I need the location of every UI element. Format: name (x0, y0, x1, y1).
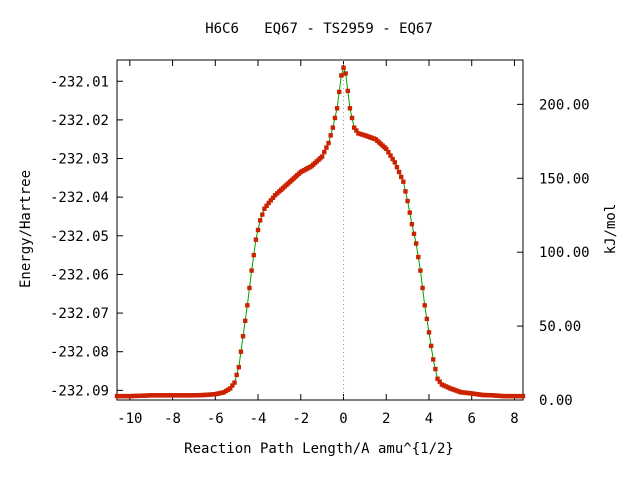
data-point (422, 303, 427, 308)
y-tick-label: -232.03 (50, 152, 109, 168)
data-point (433, 366, 438, 372)
data-point (351, 125, 357, 130)
data-point (399, 174, 404, 180)
x-tick-label: -10 (117, 411, 142, 427)
y-tick-label: -232.07 (50, 306, 109, 322)
data-point (420, 285, 425, 291)
x-tick-label: -8 (164, 411, 181, 427)
data-point (334, 106, 340, 111)
data-point (394, 165, 400, 170)
data-point (403, 189, 408, 194)
x-tick-label: 4 (425, 411, 433, 427)
data-point (347, 106, 353, 111)
data-point (247, 285, 252, 291)
x-tick-label: 2 (382, 411, 390, 427)
data-point (392, 160, 397, 165)
data-point (245, 303, 250, 308)
chart-title: H6C6 EQ67 - TS2959 - EQ67 (205, 21, 433, 37)
data-point (268, 198, 274, 203)
data-point (396, 169, 402, 175)
data-point (238, 349, 244, 354)
data-point (255, 227, 261, 233)
data-point (416, 254, 421, 260)
data-point (234, 372, 239, 378)
axes-group: -10 -8 -6 -4 -2 0 2 4 6 8 -232.09 -232.08 -232.07 -23… (50, 59, 590, 427)
data-point (257, 218, 263, 223)
data-point (390, 156, 395, 162)
y-tick-label: -232.06 (50, 267, 109, 283)
data-point (431, 357, 436, 362)
data-point (424, 316, 430, 322)
data-point (266, 200, 271, 206)
y-axis-label: Energy/Hartree (18, 170, 34, 288)
y-tick-label: -232.05 (50, 229, 109, 245)
data-point (435, 376, 440, 381)
plot-frame (116, 59, 524, 401)
data-point (345, 88, 350, 94)
y-tick-label: -232.09 (50, 383, 109, 399)
data-point (386, 150, 391, 155)
data-point (437, 379, 442, 384)
x-axis-label: Reaction Path Length/A amu^{1/2} (184, 441, 454, 457)
data-point (330, 125, 336, 130)
data-point (418, 268, 423, 273)
x-tick-label: 6 (467, 411, 475, 427)
data-point (407, 210, 412, 215)
data-point (520, 393, 526, 399)
data-point (249, 268, 254, 273)
y-tick-label: -232.04 (50, 190, 109, 206)
data-point (236, 364, 241, 370)
data-point (326, 140, 331, 146)
x-tick-label: 0 (339, 411, 347, 427)
data-point (341, 65, 346, 70)
data-point (349, 115, 355, 121)
data-point (405, 198, 410, 204)
data-point (328, 133, 333, 138)
data-point (332, 115, 338, 121)
data-point (230, 383, 235, 388)
data-point (243, 318, 248, 323)
series-line (117, 66, 523, 397)
data-point (354, 128, 359, 133)
y-tick-label: -232.02 (50, 113, 109, 129)
data-point (251, 252, 256, 258)
data-point (337, 89, 342, 95)
plot-area (114, 65, 526, 399)
data-point (264, 203, 269, 209)
data-point (262, 206, 267, 211)
data-point (260, 212, 265, 217)
y2-tick-label: 0.00 (539, 393, 573, 409)
x-tick-label: -2 (292, 411, 309, 427)
data-point (270, 195, 276, 200)
data-point (343, 71, 348, 76)
data-point (413, 241, 419, 246)
data-point (388, 153, 393, 158)
data-point (339, 73, 344, 78)
data-point (232, 380, 237, 385)
data-point (384, 146, 389, 152)
data-point (426, 330, 432, 335)
y2-tick-label: 100.00 (539, 245, 590, 261)
y-tick-label: -232.01 (50, 74, 109, 90)
y2-tick-label: 50.00 (539, 319, 581, 335)
x-tick-label: -6 (207, 411, 224, 427)
y2-tick-label: 200.00 (539, 97, 590, 113)
data-point (411, 231, 417, 237)
data-point (240, 334, 246, 339)
data-point (324, 145, 329, 150)
data-point (428, 343, 434, 349)
data-point (253, 237, 259, 242)
data-point (319, 154, 325, 159)
data-point (409, 222, 415, 227)
x-tick-label: 8 (510, 411, 518, 427)
data-point (228, 386, 233, 391)
y2-axis-label: kJ/mol (603, 204, 619, 255)
y2-tick-label: 150.00 (539, 171, 590, 187)
data-point (322, 149, 327, 155)
data-point (401, 179, 406, 184)
x-tick-label: -4 (250, 411, 267, 427)
y-tick-label: -232.08 (50, 345, 109, 361)
